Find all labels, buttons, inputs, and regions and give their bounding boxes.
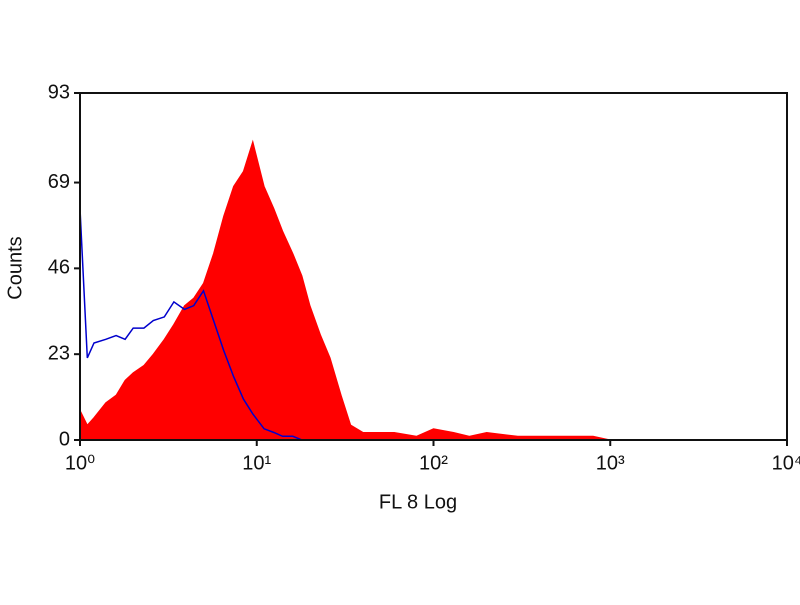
y-tick-label: 0	[59, 428, 70, 450]
y-axis-label: Counts	[4, 236, 26, 299]
y-tick-label: 93	[48, 81, 70, 103]
x-tick-label: 10³	[596, 452, 625, 474]
x-tick-label: 10⁰	[65, 452, 95, 474]
y-tick-label: 46	[48, 257, 70, 279]
y-tick-label: 69	[48, 171, 70, 193]
x-axis-label: FL 8 Log	[379, 491, 457, 513]
x-tick-label: 10¹	[242, 452, 271, 474]
x-tick-label: 10²	[419, 452, 448, 474]
histogram-line	[79, 208, 310, 441]
histogram-area	[79, 139, 611, 441]
y-tick-label: 23	[48, 342, 70, 364]
x-tick-label: 10⁴	[772, 452, 800, 474]
